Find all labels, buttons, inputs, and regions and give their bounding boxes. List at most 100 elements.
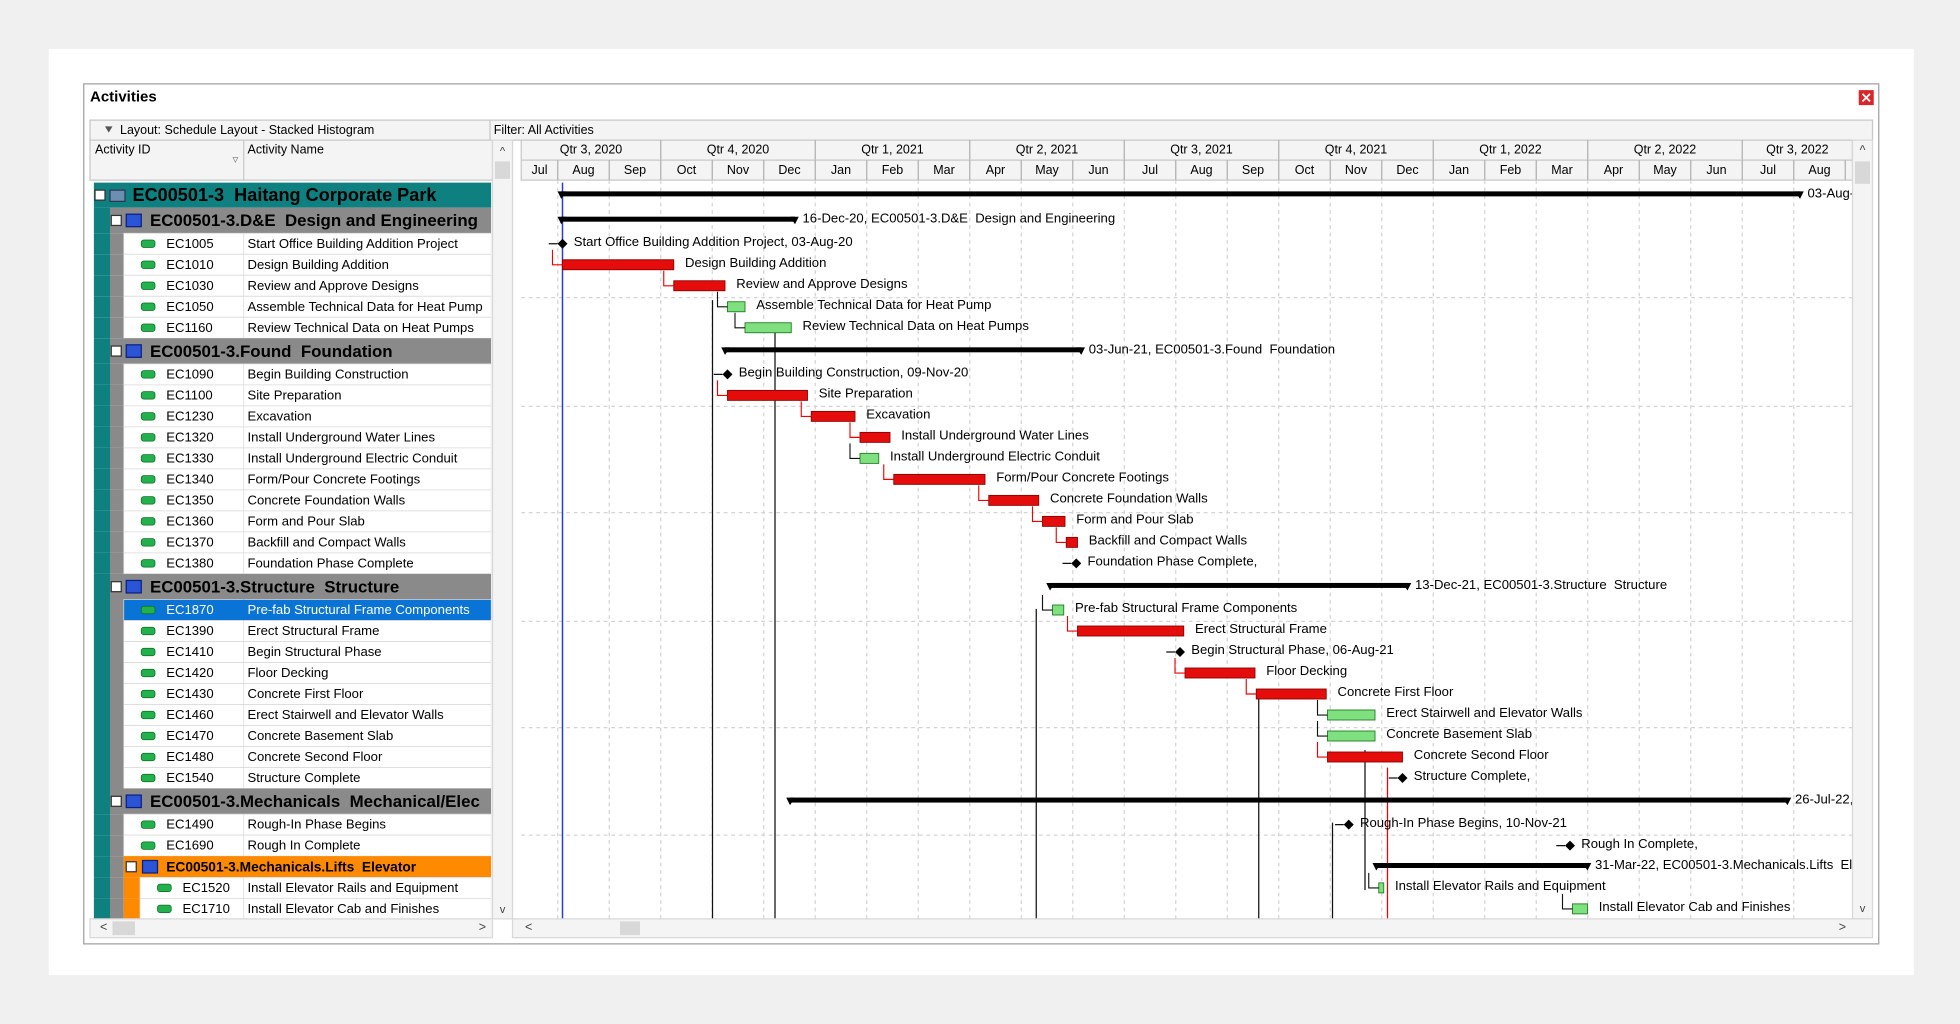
activity-row[interactable]: EC1540 Structure Complete [93,767,492,789]
activity-row[interactable]: EC1360 Form and Pour Slab [93,510,492,533]
activity-row[interactable]: EC1005 Start Office Building Addition Pro… [93,232,492,255]
activity-row[interactable]: EC1330 Install Underground Electric Condu… [93,447,492,470]
scroll-left[interactable]: < [100,920,107,934]
row-indent [93,405,110,427]
activity-name: Concrete First Floor [248,686,364,701]
activity-row[interactable]: EC00501-3 Haitang Corporate Park [93,182,492,208]
activity-row[interactable]: EC1090 Begin Building Construction [93,363,492,386]
activity-row[interactable]: EC1710 Install Elevator Cab and Finishes [93,897,492,919]
activity-row[interactable]: EC1420 Floor Decking [93,662,492,684]
layout-dropdown[interactable] [105,126,113,133]
scroll-right[interactable]: > [479,920,486,934]
activity-row[interactable]: EC1690 Rough In Complete [93,834,492,857]
activity-row[interactable]: EC1350 Concrete Foundation Walls [93,489,492,512]
activity-row[interactable]: EC00501-3.Structure Structure [93,573,492,600]
activity-row[interactable]: EC1010 Design Building Addition [93,253,492,276]
row-indent [93,683,110,705]
activity-row[interactable]: EC1490 Rough-In Phase Begins [93,813,492,836]
activity-row[interactable]: EC00501-3.Mechanicals Mechanical/Elec [93,788,492,815]
column-header-id[interactable]: Activity ID [95,142,151,156]
bar-label: Review Technical Data on Heat Pumps [803,318,1030,333]
scroll-down[interactable]: v [500,904,506,916]
activity-row[interactable]: EC1380 Foundation Phase Complete [93,552,492,575]
row-indent [110,662,124,684]
scroll-thumb[interactable] [1855,161,1870,184]
activity-icon [140,517,156,526]
activity-row[interactable]: EC1370 Backfill and Compact Walls [93,531,492,554]
column-header-name[interactable]: Activity Name [248,142,324,156]
bar-label: Concrete First Floor [1338,684,1454,699]
activity-row[interactable]: EC1480 Concrete Second Floor [93,746,492,768]
activity-row[interactable]: EC00501-3.Found Foundation [93,338,492,364]
scroll-up[interactable]: ^ [500,145,506,157]
wbs-icon [125,579,142,594]
expand-icon[interactable] [110,795,122,807]
scroll-left[interactable]: < [525,920,532,934]
scroll-right[interactable]: > [1839,920,1846,934]
scroll-down[interactable]: v [1860,903,1866,915]
activity-id: EC1380 [166,555,213,570]
activity-row[interactable]: EC00501-3.D&E Design and Engineering [93,207,492,234]
month-label: Feb [1500,163,1522,177]
activity-name: Excavation [248,408,312,423]
activity-icon [140,668,156,678]
scroll-thumb[interactable] [495,161,510,179]
activity-row[interactable]: EC1470 Concrete Basement Slab [93,725,492,747]
activity-icon [140,820,156,829]
activity-row[interactable]: EC00501-3.Mechanicals.Lifts Elevator [93,856,492,878]
activity-row[interactable]: EC1230 Excavation [93,405,492,428]
bar-label: Pre-fab Structural Frame Components [1075,600,1298,615]
activity-row[interactable]: EC1160 Review Technical Data on Heat Pump… [93,316,492,339]
bar-label: 03-Jun-21, EC00501-3.Found Foundation [1089,341,1335,356]
layout-label[interactable]: Layout: Schedule Layout - Stacked Histog… [120,123,374,137]
activity-bar [1327,709,1376,721]
activity-row[interactable]: EC1410 Begin Structural Phase [93,641,492,663]
filter-label[interactable]: Filter: All Activities [494,123,594,137]
quarter-label: Qtr 2, 2022 [1634,142,1697,156]
bar-label: Foundation Phase Complete, [1088,554,1258,569]
activity-row[interactable]: EC1520 Install Elevator Rails and Equipme… [93,876,492,899]
row-indent [93,573,110,600]
expand-icon[interactable] [110,345,122,357]
scroll-thumb[interactable] [112,921,136,936]
row-indent [93,233,110,255]
row-indent [110,599,124,621]
activity-row[interactable]: EC1460 Erect Stairwell and Elevator Walls [93,704,492,726]
activity-name: Concrete Foundation Walls [248,492,406,507]
activity-row[interactable]: EC1430 Concrete First Floor [93,683,492,705]
bar-label: Structure Complete, [1414,768,1531,783]
activity-row[interactable]: EC1100 Site Preparation [93,384,492,407]
activity-id: EC1090 [166,366,213,381]
expand-icon[interactable] [110,581,122,593]
activity-row[interactable]: EC1320 Install Underground Water Lines [93,426,492,449]
month-label: Dec [1396,163,1418,177]
row-indent [110,384,124,406]
activity-row[interactable]: EC1390 Erect Structural Frame [93,620,492,642]
row-indent [110,426,124,448]
expand-icon[interactable] [110,214,122,227]
table-hscrollbar[interactable] [89,918,494,939]
activity-name: Review Technical Data on Heat Pumps [248,320,475,335]
activity-row[interactable]: EC1030 Review and Approve Designs [93,274,492,297]
activity-row[interactable]: EC1340 Form/Pour Concrete Footings [93,468,492,491]
row-indent [110,275,124,297]
critical-bar [810,410,856,422]
activity-icon [140,412,156,421]
quarter-label: Qtr 3, 2022 [1766,142,1829,156]
expand-icon[interactable] [94,189,106,201]
activity-icon [140,433,156,442]
row-indent [110,531,124,553]
gantt-hscrollbar[interactable] [511,918,1874,939]
scroll-thumb[interactable] [620,921,640,936]
activity-row[interactable]: EC1870 Pre-fab Structural Frame Component… [93,599,492,621]
month-label: Aug [1808,163,1830,177]
expand-icon[interactable] [125,861,137,873]
row-indent [93,275,110,297]
row-indent [110,835,124,857]
scroll-up[interactable]: ^ [1860,144,1866,158]
gantt-scrollbar[interactable] [1851,139,1874,920]
table-scrollbar[interactable] [491,139,514,920]
wbs-name: EC00501-3.Mechanicals.Lifts Elevator [166,860,417,875]
activity-row[interactable]: EC1050 Assemble Technical Data for Heat P… [93,295,492,318]
month-label: Jul [1142,163,1158,177]
